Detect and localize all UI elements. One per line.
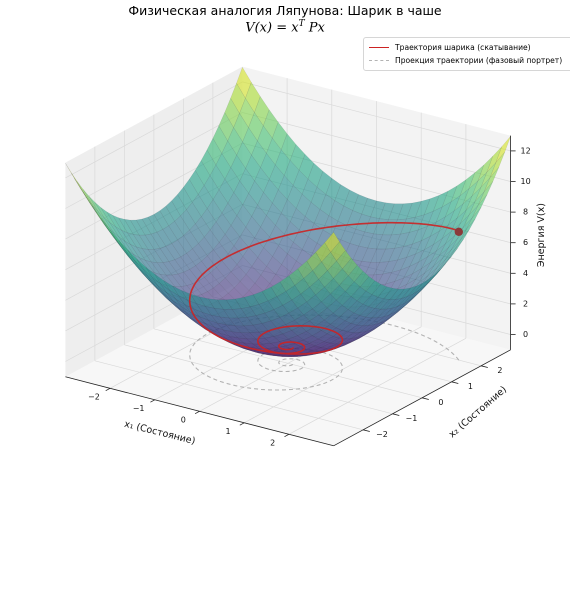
chart-subtitle: V(x) = xT Px	[245, 19, 325, 36]
surface-patch	[371, 283, 388, 298]
chart-title: Физическая аналогия Ляпунова: Шарик в ча…	[128, 3, 442, 18]
surface-patch	[411, 225, 428, 245]
y-tick	[451, 381, 459, 384]
legend-swatch-projection	[369, 60, 389, 61]
surface-patch	[389, 303, 405, 316]
z-tick-label: 8	[523, 208, 528, 217]
surface-patch	[401, 295, 417, 309]
surface-patch	[344, 281, 361, 297]
surface-patch	[282, 330, 298, 340]
surface-patch	[385, 298, 403, 310]
legend-item-trajectory: Траектория шарика (скатывание)	[369, 41, 567, 54]
z-tick-label: 2	[523, 299, 528, 308]
surface-patch	[347, 324, 364, 333]
surface-patch	[400, 217, 416, 235]
y-tick	[481, 365, 488, 368]
z-tick-label: 0	[523, 330, 528, 339]
surface-patch	[273, 305, 290, 318]
x-tick	[105, 387, 111, 392]
grid-line	[242, 112, 511, 182]
surface-patch	[264, 309, 281, 322]
grid-line	[65, 81, 243, 179]
surface-patch	[430, 263, 446, 281]
legend-label-projection: Проекция траектории (фазовый портрет)	[395, 56, 563, 65]
z-tick-label: 4	[523, 269, 528, 278]
trajectory-projection	[189, 314, 460, 391]
y-tick	[363, 429, 370, 432]
surface-patch	[330, 284, 346, 301]
y-tick-label: −1	[406, 414, 418, 423]
y-tick	[392, 413, 400, 416]
surface-patch	[264, 336, 281, 344]
x-tick	[194, 410, 200, 415]
grid-line	[94, 360, 364, 431]
y-tick-label: 1	[468, 382, 473, 391]
x-tick-label: 1	[225, 427, 230, 436]
legend: Траектория шарика (скатывание) Проекция …	[363, 37, 570, 71]
surface-patch	[442, 248, 458, 267]
legend-label-trajectory: Траектория шарика (скатывание)	[395, 43, 531, 52]
trajectory	[188, 221, 463, 355]
surface-patch	[374, 298, 391, 310]
y-tick-label: 2	[497, 366, 502, 375]
x-tick	[284, 433, 290, 438]
x-tick-label: 0	[181, 416, 186, 425]
x-tick-label: 2	[270, 439, 275, 448]
grid-line	[242, 81, 511, 152]
surface-patch	[388, 246, 404, 262]
x-tick-label: −1	[133, 404, 145, 413]
z-tick-label: 12	[521, 146, 531, 155]
y-tick-label: −2	[376, 430, 388, 439]
z-axis-label: Энергия V(x)	[536, 203, 547, 267]
legend-item-projection: Проекция траектории (фазовый портрет)	[369, 54, 567, 67]
grid-line	[124, 344, 393, 415]
x-tick	[150, 399, 155, 403]
y-tick-label: 0	[438, 398, 443, 407]
surface-patch	[246, 315, 263, 326]
surface-patch	[392, 303, 408, 317]
surface-patch	[305, 325, 322, 336]
trajectory-path	[188, 221, 460, 355]
surface-patch	[342, 257, 358, 277]
surface-patch	[394, 232, 410, 249]
surface-patch	[344, 332, 361, 340]
surface-patch	[451, 229, 467, 250]
trajectory-start-marker	[454, 227, 463, 236]
x-tick	[239, 422, 245, 426]
z-tick-label: 10	[521, 177, 531, 186]
legend-swatch-trajectory	[369, 47, 389, 48]
y-tick	[422, 397, 429, 400]
projection-path	[189, 314, 460, 391]
surface-patch	[318, 307, 334, 321]
grid-line	[65, 112, 243, 209]
surface-patch	[252, 323, 269, 333]
surface-patch	[333, 268, 349, 286]
surface-patch	[335, 320, 352, 331]
x-tick-label: −2	[88, 393, 100, 402]
y-axis-label: x₂ (Состояние)	[447, 384, 509, 440]
z-tick-label: 6	[523, 238, 528, 247]
surface-patch	[350, 315, 367, 326]
subtitle-superscript: T	[298, 19, 305, 29]
